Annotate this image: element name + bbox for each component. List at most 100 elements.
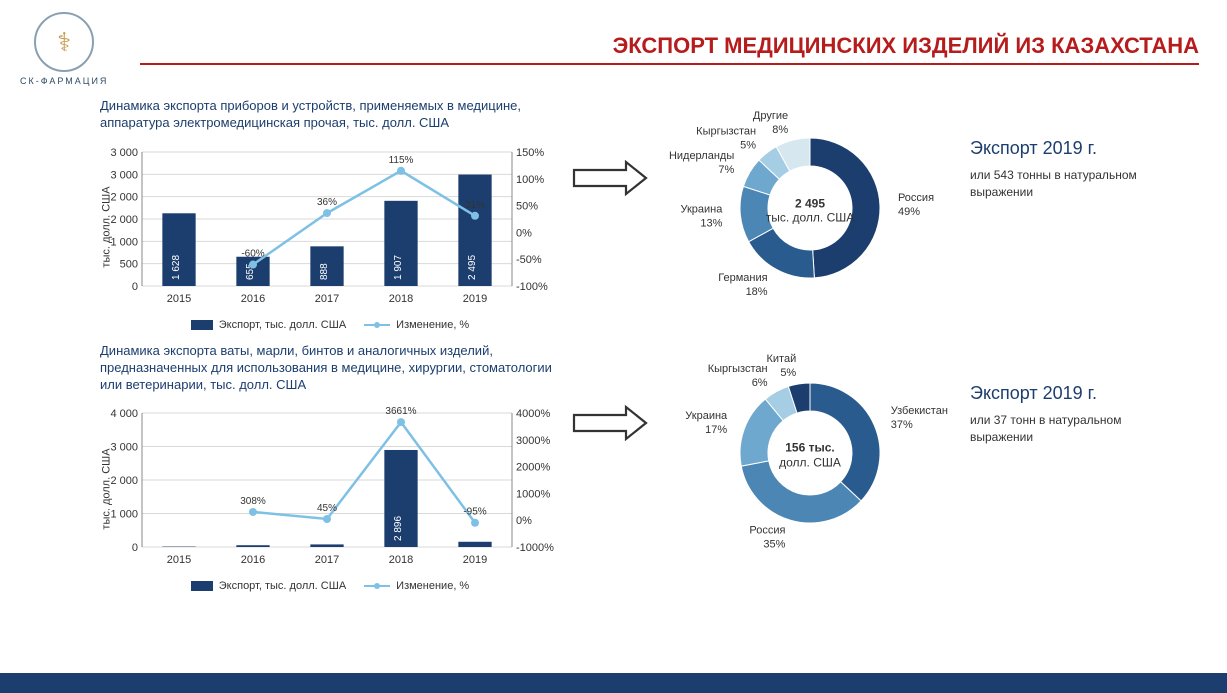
legend-bar: Экспорт, тыс. долл. США bbox=[191, 319, 346, 331]
svg-text:2 000: 2 000 bbox=[110, 475, 138, 487]
svg-text:6%: 6% bbox=[752, 377, 768, 389]
legend-line-label: Изменение, % bbox=[396, 319, 469, 331]
right-text-1: Экспорт 2019 г. или 543 тонны в натураль… bbox=[970, 138, 1170, 201]
legend-bar: Экспорт, тыс. долл. США bbox=[191, 580, 346, 592]
donut-2: Узбекистан37%Россия35%Украина17%Кыргызст… bbox=[660, 353, 960, 558]
swatch-line-icon bbox=[364, 320, 390, 330]
svg-text:0%: 0% bbox=[516, 516, 532, 528]
svg-text:-1000%: -1000% bbox=[516, 542, 554, 554]
svg-text:45%: 45% bbox=[317, 503, 337, 514]
svg-text:Россия: Россия bbox=[898, 192, 934, 204]
svg-text:0: 0 bbox=[132, 281, 138, 293]
title-rule bbox=[140, 63, 1199, 65]
donut2-sub: или 37 тонн в натуральном выражении bbox=[970, 412, 1170, 446]
svg-text:17%: 17% bbox=[705, 424, 727, 436]
svg-text:53: 53 bbox=[245, 530, 256, 542]
row-2: Динамика экспорта ваты, марли, бинтов и … bbox=[100, 343, 1199, 593]
svg-text:5%: 5% bbox=[780, 367, 796, 379]
svg-text:3 000: 3 000 bbox=[110, 169, 138, 181]
svg-text:2017: 2017 bbox=[315, 554, 339, 566]
svg-text:50%: 50% bbox=[516, 200, 538, 212]
svg-text:Китай: Китай bbox=[766, 353, 796, 365]
chart1-title: Динамика экспорта приборов и устройств, … bbox=[100, 98, 560, 132]
arrow-1 bbox=[560, 158, 660, 198]
svg-text:13: 13 bbox=[171, 530, 182, 542]
logo-icon: ⚕ bbox=[34, 12, 94, 72]
svg-text:2018: 2018 bbox=[389, 293, 413, 305]
svg-text:4000%: 4000% bbox=[516, 408, 550, 420]
row-1: Динамика экспорта приборов и устройств, … bbox=[100, 98, 1199, 331]
chart2-legend: Экспорт, тыс. долл. США Изменение, % bbox=[100, 580, 560, 592]
footer-bar bbox=[0, 673, 1227, 693]
arrow-icon bbox=[570, 403, 650, 443]
svg-text:2015: 2015 bbox=[167, 293, 191, 305]
donut2-center-unit: долл. США bbox=[779, 455, 841, 469]
svg-text:-60%: -60% bbox=[241, 248, 264, 259]
svg-text:Украина: Украина bbox=[685, 410, 728, 422]
donut2-center: 156 тыс. долл. США bbox=[779, 441, 841, 470]
legend-bar-label: Экспорт, тыс. долл. США bbox=[219, 319, 346, 331]
svg-text:3 000: 3 000 bbox=[110, 442, 138, 454]
svg-text:Другие: Другие bbox=[753, 110, 788, 122]
svg-text:1 000: 1 000 bbox=[110, 509, 138, 521]
svg-text:36%: 36% bbox=[317, 197, 337, 208]
svg-text:100%: 100% bbox=[516, 174, 544, 186]
svg-text:77: 77 bbox=[319, 530, 330, 542]
svg-text:Узбекистан: Узбекистан bbox=[891, 405, 948, 417]
logo-label: СК-ФАРМАЦИЯ bbox=[20, 76, 108, 86]
logo: ⚕ СК-ФАРМАЦИЯ bbox=[20, 12, 108, 86]
svg-text:3000%: 3000% bbox=[516, 435, 550, 447]
svg-text:Украина: Украина bbox=[680, 203, 723, 215]
svg-text:2 495: 2 495 bbox=[467, 254, 478, 279]
slide: ⚕ СК-ФАРМАЦИЯ ЭКСПОРТ МЕДИЦИНСКИХ ИЗДЕЛИ… bbox=[0, 0, 1227, 693]
svg-text:2 896: 2 896 bbox=[393, 516, 404, 541]
svg-text:13%: 13% bbox=[700, 217, 722, 229]
svg-text:Германия: Германия bbox=[718, 272, 767, 284]
legend-line-label: Изменение, % bbox=[396, 580, 469, 592]
combo-chart-2: Динамика экспорта ваты, марли, бинтов и … bbox=[100, 343, 560, 593]
svg-text:1 907: 1 907 bbox=[393, 254, 404, 279]
svg-text:5%: 5% bbox=[740, 139, 756, 151]
combo-chart-1: Динамика экспорта приборов и устройств, … bbox=[100, 98, 560, 331]
svg-text:7%: 7% bbox=[718, 164, 734, 176]
svg-text:Нидерланды: Нидерланды bbox=[669, 150, 734, 162]
svg-text:0%: 0% bbox=[516, 227, 532, 239]
svg-text:1000%: 1000% bbox=[516, 489, 550, 501]
svg-text:150%: 150% bbox=[516, 147, 544, 159]
svg-text:Россия: Россия bbox=[749, 524, 785, 536]
legend-line: Изменение, % bbox=[364, 580, 469, 592]
chart1-canvas: тыс. долл. США 05001 0002 0002 0003 0003… bbox=[100, 140, 560, 315]
svg-text:-95%: -95% bbox=[463, 507, 486, 518]
right-text-2: Экспорт 2019 г. или 37 тонн в натурально… bbox=[970, 383, 1170, 446]
donut1-center-unit: тыс. долл. США bbox=[766, 211, 855, 225]
chart2-svg: 01 0002 0003 0004 000-1000%0%1000%2000%3… bbox=[100, 401, 560, 571]
svg-text:2 000: 2 000 bbox=[110, 191, 138, 203]
legend-bar-label: Экспорт, тыс. долл. США bbox=[219, 580, 346, 592]
svg-text:3 000: 3 000 bbox=[110, 147, 138, 159]
svg-text:2015: 2015 bbox=[167, 554, 191, 566]
chart1-y1-label: тыс. долл. США bbox=[101, 187, 113, 268]
svg-text:3661%: 3661% bbox=[385, 407, 416, 418]
donut1-center-value: 2 495 bbox=[766, 196, 855, 210]
svg-text:18%: 18% bbox=[746, 286, 768, 298]
page-title: ЭКСПОРТ МЕДИЦИНСКИХ ИЗДЕЛИЙ ИЗ КАЗАХСТАН… bbox=[613, 33, 1199, 59]
svg-text:2019: 2019 bbox=[463, 293, 487, 305]
svg-text:4 000: 4 000 bbox=[110, 408, 138, 420]
svg-text:-100%: -100% bbox=[516, 281, 548, 293]
donut2-title: Экспорт 2019 г. bbox=[970, 383, 1170, 404]
svg-text:1 628: 1 628 bbox=[171, 254, 182, 279]
svg-text:500: 500 bbox=[120, 258, 138, 270]
legend-line: Изменение, % bbox=[364, 319, 469, 331]
donut1-title: Экспорт 2019 г. bbox=[970, 138, 1170, 159]
body: Динамика экспорта приборов и устройств, … bbox=[0, 90, 1227, 673]
header: ⚕ СК-ФАРМАЦИЯ ЭКСПОРТ МЕДИЦИНСКИХ ИЗДЕЛИ… bbox=[0, 0, 1227, 90]
svg-text:31%: 31% bbox=[465, 200, 485, 211]
svg-text:1 000: 1 000 bbox=[110, 236, 138, 248]
swatch-bar-icon bbox=[191, 581, 213, 591]
swatch-bar-icon bbox=[191, 320, 213, 330]
svg-text:2018: 2018 bbox=[389, 554, 413, 566]
chart1-legend: Экспорт, тыс. долл. США Изменение, % bbox=[100, 319, 560, 331]
svg-text:37%: 37% bbox=[891, 419, 913, 431]
chart2-y1-label: тыс. долл. США bbox=[101, 448, 113, 529]
svg-text:-50%: -50% bbox=[516, 254, 542, 266]
